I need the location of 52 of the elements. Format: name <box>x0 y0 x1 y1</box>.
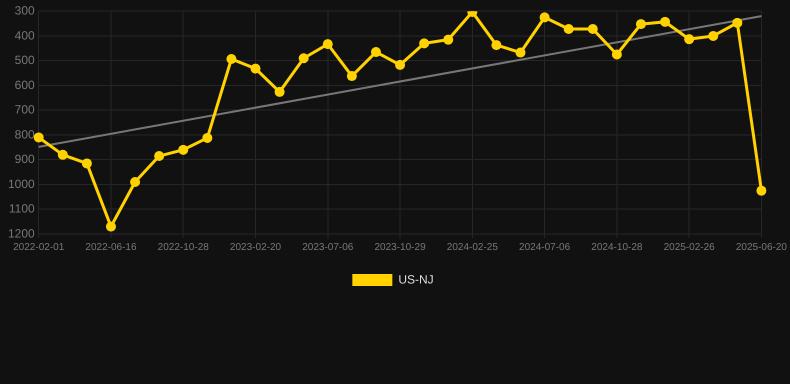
point <box>612 50 622 60</box>
point <box>130 177 140 188</box>
point <box>588 24 598 34</box>
point <box>202 132 212 143</box>
point <box>178 144 188 155</box>
point <box>564 24 574 34</box>
point <box>58 150 68 160</box>
y-tick-label: 1000 <box>8 176 36 191</box>
y-tick-label: 800 <box>14 127 36 142</box>
x-tick-label: 2023-07-06 <box>302 242 354 253</box>
point <box>274 86 285 97</box>
point <box>346 71 357 82</box>
point <box>226 54 236 64</box>
point <box>106 222 116 232</box>
point <box>708 30 718 41</box>
point <box>684 34 694 44</box>
point <box>298 53 309 64</box>
point <box>82 158 92 168</box>
point <box>395 60 406 70</box>
y-tick-label: 500 <box>14 53 36 68</box>
point <box>491 40 502 50</box>
x-tick-label: 2024-07-06 <box>519 242 571 253</box>
point <box>540 12 550 22</box>
point <box>322 39 333 50</box>
point <box>732 18 742 28</box>
point <box>370 47 381 58</box>
point <box>34 132 44 142</box>
legend-label: US-NJ <box>398 272 434 286</box>
y-tick-label: 700 <box>14 102 36 117</box>
y-tick-label: 300 <box>14 4 36 18</box>
x-tick-label: 2024-10-28 <box>591 242 643 253</box>
point <box>660 16 670 27</box>
x-tick-label: 2025-02-26 <box>664 242 716 253</box>
x-tick-label: 2022-10-28 <box>158 242 210 253</box>
point <box>250 64 261 74</box>
point <box>419 38 430 48</box>
x-tick-label: 2023-10-29 <box>374 242 426 253</box>
x-tick-label: 2022-02-01 <box>13 242 65 253</box>
point <box>154 151 164 162</box>
y-tick-label: 900 <box>14 152 36 166</box>
y-tick-label: 600 <box>14 78 36 92</box>
y-tick-label: 400 <box>14 28 36 42</box>
y-tick-label: 1200 <box>8 226 36 240</box>
point <box>443 34 454 45</box>
y-tick-label: 1100 <box>8 202 36 216</box>
x-tick-label: 2022-06-16 <box>85 242 137 253</box>
point <box>756 186 766 196</box>
x-tick-label: 2023-02-20 <box>230 242 282 253</box>
point <box>636 19 646 30</box>
x-tick-label: 2024-02-25 <box>446 242 498 253</box>
point <box>516 48 526 58</box>
x-tick-label: 2025-06-20 <box>736 242 788 253</box>
